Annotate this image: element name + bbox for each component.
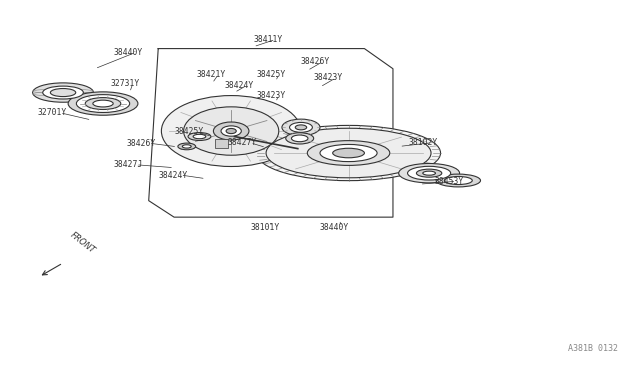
Ellipse shape [182, 145, 191, 148]
Ellipse shape [423, 171, 435, 175]
Ellipse shape [307, 141, 390, 166]
Ellipse shape [221, 126, 241, 136]
Ellipse shape [226, 128, 236, 134]
Text: 38440Y: 38440Y [114, 48, 143, 57]
Ellipse shape [285, 133, 314, 144]
Text: 38424Y: 38424Y [225, 81, 254, 90]
Ellipse shape [85, 97, 121, 109]
Ellipse shape [266, 128, 431, 178]
Ellipse shape [188, 132, 211, 141]
Text: 38425Y: 38425Y [257, 70, 286, 79]
Ellipse shape [184, 107, 279, 155]
Text: 38102Y: 38102Y [409, 138, 438, 147]
Text: 38427J: 38427J [114, 160, 143, 169]
Ellipse shape [282, 119, 320, 136]
Bar [215, 140, 228, 148]
Ellipse shape [399, 164, 460, 183]
Text: 38423Y: 38423Y [257, 91, 286, 100]
Text: A381B 0132: A381B 0132 [568, 344, 618, 353]
Text: 38411Y: 38411Y [253, 35, 283, 44]
Text: 38423Y: 38423Y [314, 73, 343, 83]
Text: 38425Y: 38425Y [174, 127, 204, 136]
Text: 38101Y: 38101Y [250, 222, 280, 231]
Ellipse shape [33, 83, 93, 102]
Ellipse shape [320, 144, 377, 161]
Ellipse shape [51, 89, 76, 97]
Ellipse shape [68, 92, 138, 115]
Ellipse shape [333, 148, 364, 158]
Text: FRONT: FRONT [68, 231, 97, 256]
Ellipse shape [417, 169, 442, 177]
Text: 38453Y: 38453Y [434, 177, 463, 186]
Ellipse shape [257, 125, 440, 181]
Text: 38427Y: 38427Y [228, 138, 257, 147]
Text: 38426Y: 38426Y [127, 139, 156, 148]
Ellipse shape [93, 100, 113, 107]
Text: 38426Y: 38426Y [301, 57, 330, 66]
Ellipse shape [178, 143, 196, 150]
Text: 32731Y: 32731Y [111, 79, 140, 88]
Ellipse shape [291, 135, 308, 142]
Ellipse shape [444, 176, 472, 185]
Ellipse shape [436, 174, 481, 187]
Ellipse shape [161, 96, 301, 167]
Ellipse shape [408, 166, 451, 180]
Text: 32701Y: 32701Y [38, 108, 67, 117]
Ellipse shape [295, 125, 307, 130]
Ellipse shape [213, 122, 249, 140]
Text: 38424Y: 38424Y [158, 170, 188, 180]
Text: 38421Y: 38421Y [196, 70, 225, 79]
Ellipse shape [43, 86, 83, 99]
Ellipse shape [76, 94, 130, 112]
Ellipse shape [193, 134, 206, 139]
Ellipse shape [289, 122, 312, 132]
Text: 38440Y: 38440Y [320, 222, 349, 231]
